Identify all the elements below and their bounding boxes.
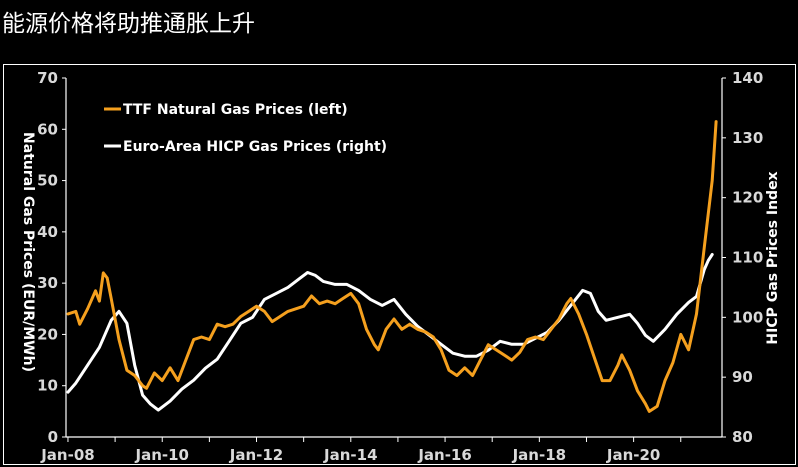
x-tick-label: Jan-12 [229, 446, 283, 464]
series-line-hicp [66, 253, 714, 412]
axes [62, 77, 726, 442]
y-axis-right-title: HICP Gas Prices Index [765, 171, 781, 344]
x-tick-label: Jan-20 [606, 446, 660, 464]
legend-label-hicp: Euro-Area HICP Gas Prices (right) [123, 139, 387, 155]
y-left-tick-label: 70 [37, 69, 58, 87]
y-right-tick-label: 110 [732, 249, 763, 267]
y-left-tick-label: 20 [37, 325, 58, 343]
y-left-tick-label: 60 [37, 120, 58, 138]
series-layer [66, 120, 718, 413]
legend: TTF Natural Gas Prices (left) Euro-Area … [104, 102, 387, 155]
y-right-tick-label: 130 [732, 129, 763, 147]
legend-label-ttf: TTF Natural Gas Prices (left) [123, 102, 348, 118]
y-right-tick-label: 140 [732, 69, 763, 87]
series-line-ttf [66, 120, 718, 413]
x-tick-label: Jan-14 [323, 446, 377, 464]
x-tick-label: Jan-18 [512, 446, 566, 464]
y-left-tick-label: 0 [48, 428, 58, 446]
page-title: 能源价格将助推通胀上升 [2, 11, 255, 37]
x-tick-label: Jan-08 [40, 446, 94, 464]
y-right-tick-label: 120 [732, 189, 763, 207]
y-right-tick-label: 100 [732, 308, 763, 326]
y-left-tick-label: 40 [37, 223, 58, 241]
y-axis-left-title: Natural Gas Prices (EUR/MWh) [20, 132, 36, 372]
y-left-tick-label: 50 [37, 172, 58, 190]
chart-frame [3, 64, 796, 465]
x-tick-label: Jan-16 [417, 446, 471, 464]
y-left-tick-label: 30 [37, 274, 58, 292]
y-right-tick-label: 90 [732, 368, 753, 386]
y-right-tick-label: 80 [732, 428, 753, 446]
tick-labels: 0 10 20 30 40 50 60 70 80 90 100 110 120 130 140 Jan-08… [37, 69, 763, 464]
y-left-tick-label: 10 [37, 377, 58, 395]
x-tick-label: Jan-10 [134, 446, 188, 464]
